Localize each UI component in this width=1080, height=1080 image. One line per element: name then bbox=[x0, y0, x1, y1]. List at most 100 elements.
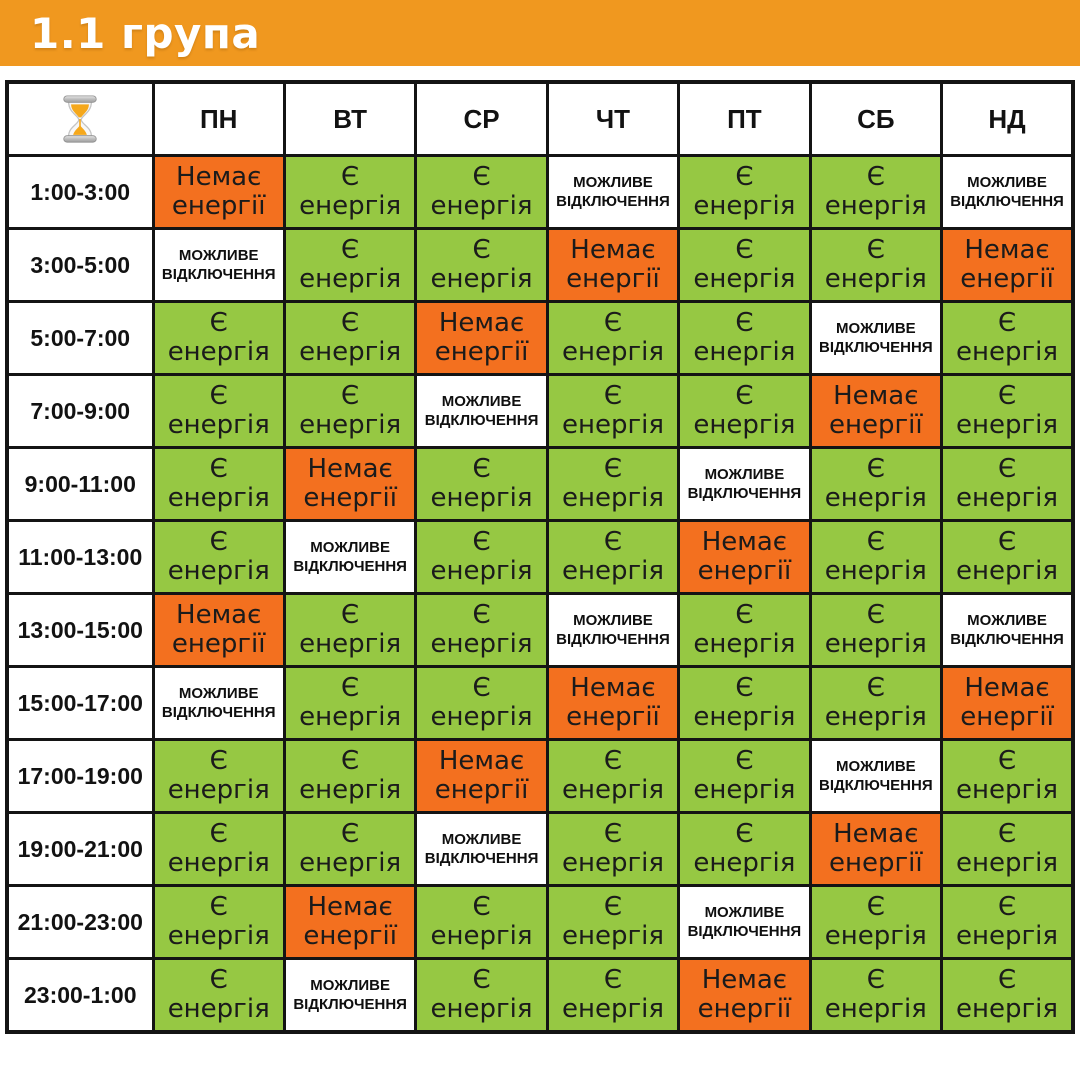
status-cell-text: енергія bbox=[561, 337, 664, 367]
status-cell-text: енергія bbox=[430, 921, 533, 951]
status-cell-text: енергія bbox=[956, 410, 1059, 440]
time-label: 3:00-5:00 bbox=[5, 227, 155, 303]
status-cell-text: енергія bbox=[299, 337, 402, 367]
status-cell-maybe: МОЖЛИВЕ ВІДКЛЮЧЕННЯ bbox=[808, 300, 944, 376]
status-cell-text: МОЖЛИВЕ bbox=[310, 538, 390, 556]
status-cell-text: Є bbox=[209, 818, 228, 849]
status-cell-no: Немає енергії bbox=[940, 665, 1075, 741]
status-cell-text: енергія bbox=[167, 994, 270, 1024]
time-label: 13:00-15:00 bbox=[5, 592, 155, 668]
status-cell-text: енергія bbox=[430, 994, 533, 1024]
status-cell-text: Є bbox=[472, 891, 491, 922]
status-cell-text: Немає bbox=[307, 891, 393, 922]
time-label: 15:00-17:00 bbox=[5, 665, 155, 741]
status-cell-text: енергії bbox=[434, 775, 529, 805]
status-cell-text: енергія bbox=[167, 848, 270, 878]
status-cell-text: Є bbox=[603, 307, 623, 338]
status-cell-text: Немає bbox=[438, 745, 525, 776]
time-label: 19:00-21:00 bbox=[5, 811, 155, 887]
time-label: 5:00-7:00 bbox=[5, 300, 155, 376]
status-cell-text: Немає bbox=[307, 453, 393, 484]
status-cell-text: Є bbox=[866, 161, 885, 192]
status-cell-no: Немає енергії bbox=[545, 665, 681, 741]
status-cell-text: ВІДКЛЮЧЕННЯ bbox=[556, 631, 670, 648]
status-cell-text: ВІДКЛЮЧЕННЯ bbox=[687, 485, 802, 502]
status-cell-no: Немає енергії bbox=[151, 592, 286, 668]
status-cell-maybe: МОЖЛИВЕ ВІДКЛЮЧЕННЯ bbox=[677, 884, 812, 960]
status-cell-text: енергії bbox=[697, 556, 792, 586]
status-cell-text: Є bbox=[735, 599, 754, 630]
status-cell-maybe: МОЖЛИВЕ ВІДКЛЮЧЕННЯ bbox=[151, 227, 286, 303]
status-cell-text: енергія bbox=[956, 848, 1059, 878]
status-cell-no: Немає енергії bbox=[677, 957, 812, 1034]
status-cell-text: енергія bbox=[430, 483, 533, 513]
status-cell-text: МОЖЛИВЕ bbox=[704, 903, 785, 921]
status-cell-no: Немає енергії bbox=[545, 227, 681, 303]
status-cell-text: Є bbox=[209, 526, 228, 557]
status-cell-text: енергія bbox=[430, 702, 533, 732]
status-cell-text: енергія bbox=[824, 191, 927, 221]
status-cell-text: Є bbox=[735, 818, 754, 849]
status-cell-text: Є bbox=[735, 161, 754, 192]
status-cell-text: ВІДКЛЮЧЕННЯ bbox=[424, 412, 539, 429]
status-cell-text: енергія bbox=[693, 410, 796, 440]
status-cell-text: енергія bbox=[430, 556, 533, 586]
status-cell-text: ВІДКЛЮЧЕННЯ bbox=[161, 266, 276, 283]
status-cell-no: Немає енергії bbox=[414, 738, 549, 814]
status-cell-maybe: МОЖЛИВЕ ВІДКЛЮЧЕННЯ bbox=[545, 592, 681, 668]
status-cell-text: Є bbox=[866, 672, 885, 703]
status-cell-text: енергія bbox=[299, 191, 402, 221]
status-cell-text: Є bbox=[341, 745, 360, 776]
status-cell-text: енергії bbox=[697, 994, 792, 1024]
status-cell-text: Немає bbox=[701, 526, 788, 557]
day-header: ПТ bbox=[677, 80, 812, 157]
status-cell-text: МОЖЛИВЕ bbox=[573, 173, 653, 191]
status-cell-text: енергія bbox=[824, 702, 927, 732]
status-cell-text: Є bbox=[735, 234, 754, 265]
status-cell-text: Є bbox=[209, 380, 228, 411]
status-cell-text: енергія bbox=[956, 994, 1059, 1024]
status-cell-text: енергії bbox=[434, 337, 529, 367]
status-cell-text: Є bbox=[735, 672, 754, 703]
status-cell-text: Є bbox=[341, 307, 360, 338]
status-cell-text: енергія bbox=[561, 483, 664, 513]
status-cell-no: Немає енергії bbox=[414, 300, 549, 376]
status-cell-text: ВІДКЛЮЧЕННЯ bbox=[819, 339, 933, 356]
status-cell-text: МОЖЛИВЕ bbox=[441, 392, 522, 410]
status-cell-text: МОЖЛИВЕ bbox=[967, 611, 1047, 629]
status-cell-text: Є bbox=[603, 380, 623, 411]
status-cell-text: МОЖЛИВЕ bbox=[704, 465, 785, 483]
status-cell-text: енергія bbox=[956, 775, 1059, 805]
status-cell-text: енергії bbox=[303, 921, 397, 951]
day-header: СР bbox=[414, 80, 549, 157]
status-cell-text: енергія bbox=[693, 264, 796, 294]
status-cell-text: ВІДКЛЮЧЕННЯ bbox=[687, 923, 802, 940]
status-cell-text: Є bbox=[341, 380, 360, 411]
status-cell-text: енергія bbox=[299, 629, 402, 659]
